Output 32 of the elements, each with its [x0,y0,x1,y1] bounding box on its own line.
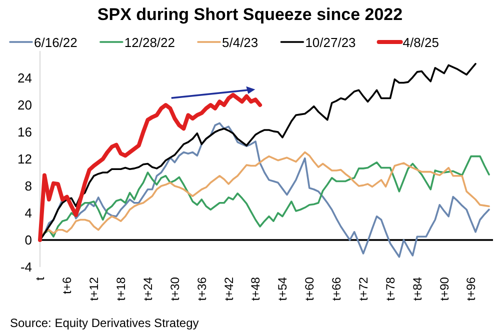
y-tick-label: 24 [18,70,32,86]
x-tick-label: t+90 [437,276,452,301]
legend-label: 5/4/23 [222,35,258,50]
x-tick-label: t+12 [87,276,102,301]
y-tick-label: 8 [24,178,32,194]
y-tick-label: 12 [18,152,32,167]
x-tick-label: t+42 [222,276,236,301]
x-tick-label: t+60 [302,276,317,301]
x-tick-label: t+66 [330,276,344,301]
x-tick-label: t+48 [248,276,263,301]
y-tick-label: 4 [24,206,32,221]
x-tick-label: t+6 [60,276,74,294]
legend-label: 10/27/23 [305,35,356,50]
x-tick-label: t+24 [140,276,155,301]
y-tick-label: 16 [18,124,32,140]
x-tick-label: t+18 [114,276,128,301]
x-tick-label: t+72 [356,276,370,301]
x-tick-label: t+54 [276,276,290,301]
x-tick-label: t+36 [194,276,209,301]
y-tick-label: 0 [24,232,32,248]
chart-title: SPX during Short Squeeze since 2022 [97,5,403,24]
x-tick-label: t [33,276,48,280]
x-tick-label: t+78 [383,276,398,301]
x-tick-label: t+84 [410,276,424,301]
x-tick-label: t+30 [168,276,182,301]
x-tick-label: t+96 [464,276,478,301]
legend-label: 12/28/22 [124,35,176,50]
y-tick-label: -4 [20,260,32,275]
y-tick-label: 20 [18,98,32,113]
legend-label: 4/8/25 [402,35,439,50]
legend-label: 6/16/22 [34,35,78,50]
source-note: Source: Equity Derivatives Strategy [10,316,199,330]
